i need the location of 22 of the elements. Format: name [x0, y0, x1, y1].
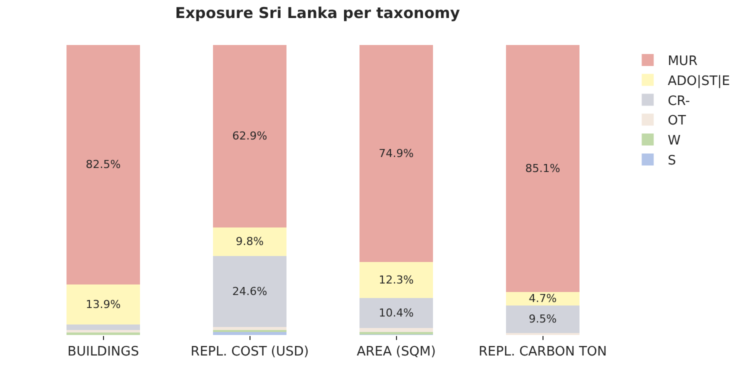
x-tick-label: AREA (SQM) — [356, 344, 436, 360]
data-label: 85.1% — [525, 162, 560, 175]
data-label: 13.9% — [86, 298, 121, 311]
data-label: 9.8% — [236, 235, 264, 248]
data-label: 12.3% — [378, 274, 414, 287]
data-label: 62.9% — [232, 130, 268, 143]
data-label: 74.9% — [378, 147, 414, 160]
data-label: 4.7% — [528, 292, 557, 306]
legend-label: CR- — [668, 94, 690, 109]
x-tick-label: REPL. CARBON TON — [478, 344, 607, 360]
legend-label: ADO|ST|E — [668, 74, 730, 89]
legend-label: S — [668, 154, 676, 169]
data-label: 82.5% — [86, 158, 121, 172]
legend-label: OT — [668, 114, 686, 129]
data-label: 24.6% — [232, 285, 268, 298]
data-label: 9.5% — [528, 312, 557, 326]
data-label: 10.4% — [378, 306, 414, 320]
x-tick-label: BUILDINGS — [68, 344, 139, 360]
x-tick-label: REPL. COST (USD) — [190, 344, 309, 360]
legend-label: MUR — [668, 54, 698, 70]
chart-title: Exposure Sri Lanka per taxonomy — [175, 4, 460, 22]
legend-label: W — [668, 134, 681, 149]
